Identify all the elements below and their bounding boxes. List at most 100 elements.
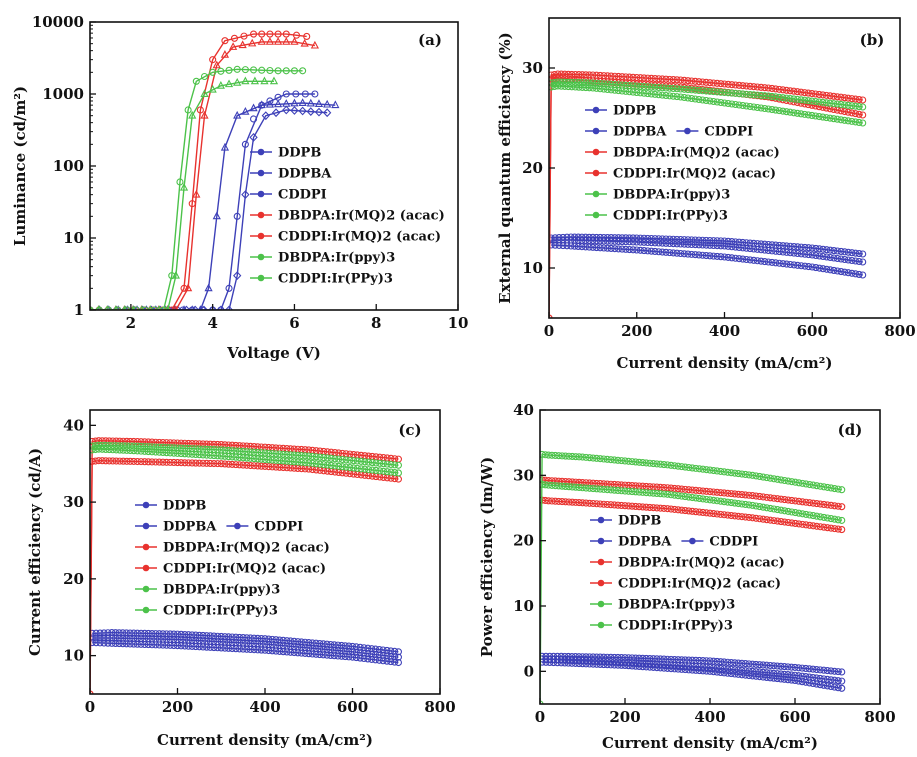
data-point <box>823 524 832 532</box>
data-point <box>159 438 167 447</box>
data-point <box>647 239 655 247</box>
data-point <box>200 110 209 119</box>
data-point <box>316 453 324 461</box>
data-point <box>806 480 814 489</box>
legend-label-cddpi: CDDPI <box>254 520 303 535</box>
data-point <box>695 667 703 675</box>
x-tick-label: 2 <box>126 314 136 332</box>
data-point <box>290 458 298 466</box>
data-point <box>816 500 824 508</box>
data-point <box>305 650 313 658</box>
data-point <box>283 450 291 459</box>
data-point <box>802 510 810 518</box>
data-point <box>96 639 104 647</box>
data-point <box>819 113 827 121</box>
data-point <box>216 81 225 89</box>
x-tick-label: 0 <box>544 322 554 340</box>
data-point <box>582 484 590 492</box>
data-point <box>144 458 152 466</box>
data-point <box>92 634 100 642</box>
data-point <box>589 660 597 668</box>
data-point <box>250 66 258 74</box>
data-point <box>203 451 211 459</box>
data-point <box>656 504 664 512</box>
data-point <box>141 629 149 637</box>
data-point <box>111 629 120 637</box>
data-point <box>266 30 274 38</box>
data-point <box>768 105 776 114</box>
data-point <box>600 661 608 669</box>
data-point <box>210 440 218 448</box>
data-point <box>294 638 302 646</box>
data-point <box>636 82 644 90</box>
data-point <box>702 87 710 95</box>
data-point <box>681 666 689 674</box>
data-point <box>141 443 149 451</box>
data-point <box>323 99 332 108</box>
data-point <box>695 86 703 95</box>
data-point <box>786 87 794 95</box>
data-point <box>204 283 213 292</box>
data-point <box>375 651 383 659</box>
data-point <box>188 110 197 119</box>
data-point <box>653 664 661 672</box>
data-point <box>720 511 728 519</box>
data-point <box>735 243 743 252</box>
data-point <box>133 629 141 637</box>
data-point <box>266 97 274 105</box>
data-point <box>618 234 626 242</box>
legend-swatch-marker <box>257 148 265 156</box>
data-point <box>629 246 637 254</box>
data-point <box>674 665 682 673</box>
data-point <box>644 83 652 91</box>
data-point <box>621 502 629 510</box>
data-point <box>102 441 110 450</box>
data-point <box>642 459 650 467</box>
series-line-dbdpa-ir-ppy-3 <box>551 81 863 108</box>
data-point <box>364 650 372 658</box>
data-point <box>200 89 209 97</box>
data-point <box>268 456 276 464</box>
data-point <box>108 639 116 647</box>
data-point <box>98 457 106 465</box>
data-point <box>618 238 626 246</box>
data-point <box>221 633 229 641</box>
legend-swatch-marker <box>592 106 600 114</box>
data-point <box>391 653 399 661</box>
data-point <box>731 469 739 477</box>
data-point <box>327 454 335 462</box>
data-point <box>305 459 313 467</box>
x-tick-label: 600 <box>337 698 368 716</box>
data-point <box>364 644 372 652</box>
data-point <box>779 86 787 94</box>
data-point <box>671 462 679 470</box>
data-point <box>632 488 640 496</box>
data-point <box>368 645 376 653</box>
data-point <box>859 271 867 279</box>
data-point <box>702 96 710 105</box>
data-point <box>181 450 189 458</box>
x-tick-label: 200 <box>621 322 652 340</box>
data-point <box>717 489 725 497</box>
data-point <box>713 252 721 260</box>
data-point <box>239 634 247 642</box>
data-point <box>713 668 721 676</box>
data-point <box>859 250 867 258</box>
data-point <box>568 452 576 461</box>
data-point <box>844 117 852 125</box>
data-point <box>772 247 780 255</box>
data-point <box>773 506 782 514</box>
data-point <box>680 240 688 248</box>
data-point <box>163 439 171 447</box>
data-point <box>855 118 863 127</box>
data-point <box>763 669 771 677</box>
data-point <box>798 664 806 672</box>
data-point <box>282 67 290 75</box>
data-point <box>190 305 200 310</box>
data-point <box>232 453 240 461</box>
data-point <box>607 86 615 94</box>
data-point <box>674 492 682 500</box>
data-point <box>640 238 648 246</box>
data-point <box>261 646 269 654</box>
data-point <box>260 76 269 85</box>
